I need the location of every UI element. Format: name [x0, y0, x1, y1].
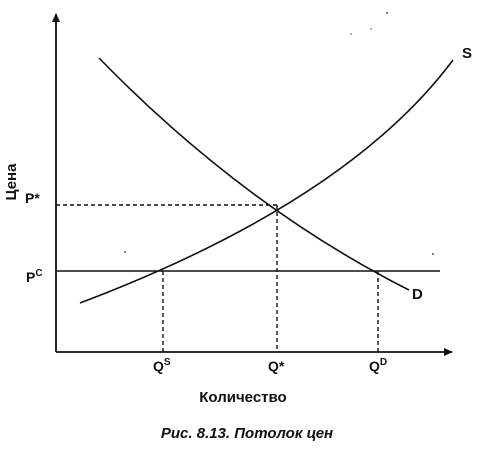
- scan-speck: [386, 12, 388, 14]
- quantity-supplied-label-sup: S: [164, 357, 171, 368]
- quantity-demanded-label-base: Q: [369, 358, 380, 374]
- supply-curve: [79, 59, 454, 304]
- quantity-supplied-label-base: Q: [153, 358, 164, 374]
- ceiling-price-label-sup: C: [35, 268, 42, 279]
- x-axis-title: Количество: [199, 389, 286, 406]
- equilibrium-price-label: P*: [25, 190, 40, 206]
- scan-speck: [432, 253, 434, 255]
- y-axis-title: Цена: [3, 163, 20, 201]
- equilibrium-quantity-label: Q*: [268, 358, 285, 374]
- supply-label: S: [462, 45, 472, 62]
- quantity-demanded-label: QD: [369, 357, 387, 374]
- ceiling-price-label: PC: [26, 268, 43, 285]
- demand-label: D: [412, 286, 423, 303]
- scan-speck: [370, 28, 372, 30]
- figure-caption: Рис. 8.13. Потолок цен: [161, 425, 333, 442]
- quantity-demanded-label-sup: D: [380, 357, 387, 368]
- scan-speck: [124, 251, 126, 253]
- quantity-supplied-label: QS: [153, 357, 171, 374]
- demand-curve: [98, 57, 410, 291]
- scan-speck: [350, 33, 352, 35]
- ceiling-price-label-base: P: [26, 269, 35, 285]
